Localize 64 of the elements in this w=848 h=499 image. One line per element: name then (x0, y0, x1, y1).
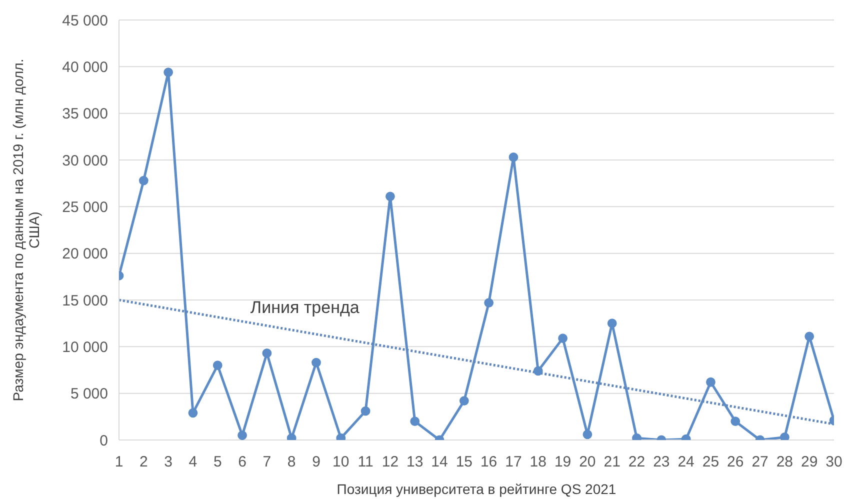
point (138, 176, 148, 186)
y-tick-label: 35 000 (62, 106, 108, 123)
x-tick-label: 23 (653, 454, 670, 471)
point (607, 318, 617, 328)
x-tick-label: 22 (628, 454, 646, 471)
x-tick-label: 16 (480, 454, 498, 471)
x-axis-title: Позиция университета в рейтинге QS 2021 (336, 481, 616, 497)
x-tick-label: 27 (752, 454, 768, 471)
point (533, 366, 543, 376)
series-label: Линия тренда (250, 298, 360, 318)
x-tick-label: 24 (678, 454, 694, 471)
point (558, 334, 568, 343)
x-tick-label: 26 (727, 454, 744, 471)
x-tick-label: 30 (826, 454, 842, 471)
y-tick-label: 0 (100, 432, 108, 450)
y-tick-label: 5 000 (70, 386, 108, 403)
point (804, 332, 814, 342)
point (508, 152, 518, 162)
point (360, 406, 370, 416)
x-tick-label: 4 (188, 454, 198, 471)
point (582, 430, 592, 440)
x-tick-label: 6 (238, 454, 246, 471)
point (386, 192, 395, 202)
point (164, 68, 174, 77)
x-tick-label: 15 (456, 454, 473, 471)
point (238, 430, 247, 440)
x-tick-label: 1 (114, 454, 124, 471)
y-tick-label: 15 000 (62, 292, 108, 310)
x-tick-label: 3 (164, 454, 172, 471)
x-tick-label: 5 (213, 454, 222, 471)
x-tick-label: 21 (604, 454, 620, 471)
x-tick-label: 8 (287, 454, 296, 471)
y-tick-label: 10 000 (62, 338, 108, 356)
y-tick-label: 20 000 (62, 246, 108, 263)
y-tick-label: 40 000 (62, 58, 108, 76)
point (780, 432, 790, 440)
point (730, 416, 740, 426)
x-tick-label: 17 (505, 454, 522, 471)
x-tick-label: 20 (579, 454, 596, 471)
x-tick-label: 25 (702, 454, 720, 471)
y-tick-label: 25 000 (62, 198, 108, 216)
point (459, 396, 469, 406)
x-tick-label: 7 (262, 454, 272, 471)
x-tick-label: 12 (382, 454, 399, 471)
x-tick-label: 14 (431, 454, 448, 471)
x-tick-label: 11 (358, 454, 374, 471)
x-tick-label: 18 (530, 454, 546, 471)
x-tick-label: 29 (801, 454, 818, 471)
x-tick-label: 28 (776, 454, 794, 471)
point (484, 298, 494, 308)
y-tick-label: 30 000 (62, 152, 108, 170)
point (706, 377, 716, 387)
point (410, 416, 420, 426)
x-tick-label: 13 (406, 454, 424, 471)
x-tick-label: 10 (332, 454, 350, 471)
x-tick-label: 2 (139, 454, 148, 471)
x-tick-label: 19 (554, 454, 572, 471)
point (212, 360, 222, 370)
x-tick-label: 9 (312, 454, 320, 471)
point (188, 408, 198, 418)
y-axis-title: Размер эндаумента по данным на 2019 г. (млн долл. США) (10, 58, 42, 402)
point (312, 358, 321, 368)
point (262, 348, 272, 358)
y-tick-label: 45 000 (62, 12, 108, 30)
